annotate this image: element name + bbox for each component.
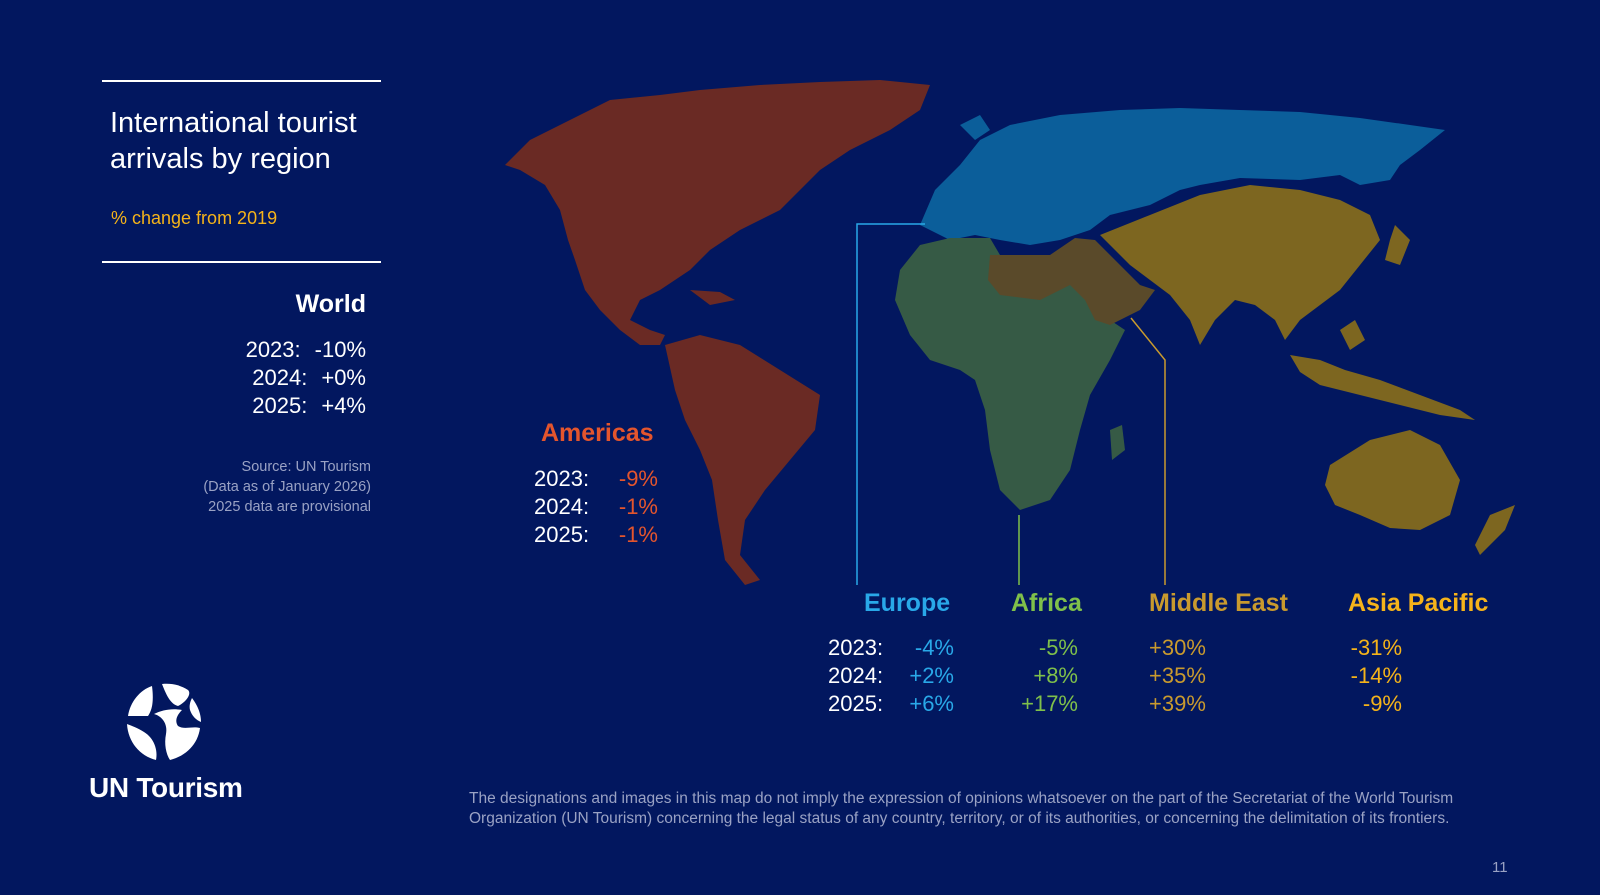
page-number: 11 (1492, 859, 1508, 876)
middle-east-connector-line (1130, 317, 1166, 585)
region-values-asia-pacific: -31% -14% -9% (1350, 635, 1402, 716)
world-row-2023: 2023: -10% (245, 337, 366, 362)
top-divider (102, 80, 381, 82)
region-values-europe: 2023: -4% 2024: +2% 2025: +6% (828, 635, 954, 716)
map-region-europe (920, 108, 1445, 245)
region-label-middle-east: Middle East (1149, 589, 1288, 617)
region-label-africa: Africa (1011, 589, 1082, 617)
world-row-2024: 2024: +0% (252, 365, 366, 390)
world-row-2025: 2025: +4% (252, 393, 366, 418)
world-label: World (295, 290, 366, 318)
map-region-asia-pacific (1100, 185, 1515, 555)
region-values-africa: -5% +8% +17% (1021, 635, 1078, 716)
page-title: International tourist arrivals by region (110, 107, 357, 175)
map-region-middle-east (988, 238, 1155, 325)
region-label-americas: Americas (541, 419, 654, 447)
map-region-americas (505, 80, 930, 585)
map-disclaimer: The designations and images in this map … (469, 790, 1454, 827)
region-label-europe: Europe (864, 589, 951, 617)
map-region-africa (895, 238, 1125, 510)
brand-name: UN Tourism (89, 772, 243, 803)
region-label-asia-pacific: Asia Pacific (1348, 589, 1489, 617)
bottom-divider (102, 261, 381, 263)
page-subtitle: % change from 2019 (111, 208, 278, 228)
source-note: Source: UN Tourism (Data as of January 2… (203, 459, 371, 515)
region-values-americas: 2023: -9% 2024: -1% 2025: -1% (534, 466, 658, 547)
world-values: 2023: -10% 2024: +0% 2025: +4% (200, 336, 366, 420)
region-values-middle-east: +30% +35% +39% (1149, 635, 1206, 716)
europe-connector-line (856, 223, 925, 585)
globe-logo-icon (127, 683, 201, 760)
